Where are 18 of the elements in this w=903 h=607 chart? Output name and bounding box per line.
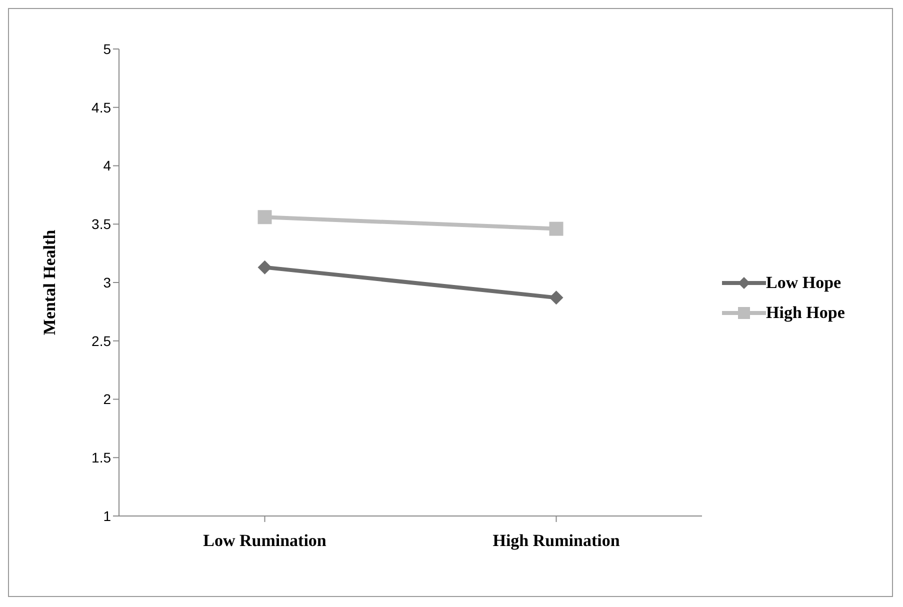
y-tick-label: 3.5 bbox=[92, 216, 112, 232]
y-tick-label: 2 bbox=[103, 391, 112, 408]
point bbox=[549, 222, 564, 236]
point bbox=[258, 210, 272, 224]
legend-label: Low Hope bbox=[766, 272, 842, 292]
y-tick-label: 3 bbox=[103, 274, 112, 290]
y-tick-label: 2.5 bbox=[92, 332, 112, 349]
y-tick-label: 4 bbox=[103, 158, 112, 174]
y-tick-label: 4.5 bbox=[92, 99, 112, 116]
point bbox=[549, 290, 564, 305]
x-tick-label: Low Rumination bbox=[203, 531, 327, 550]
x-tick-label: High Rumination bbox=[492, 531, 620, 550]
y-tick-label: 1 bbox=[103, 508, 112, 524]
y-tick-label: 5 bbox=[103, 40, 112, 57]
y-axis-title: Mental Health bbox=[40, 229, 60, 336]
y-tick-label: 1.5 bbox=[92, 450, 112, 466]
point bbox=[258, 260, 272, 274]
legend-label: High Hope bbox=[766, 302, 845, 322]
